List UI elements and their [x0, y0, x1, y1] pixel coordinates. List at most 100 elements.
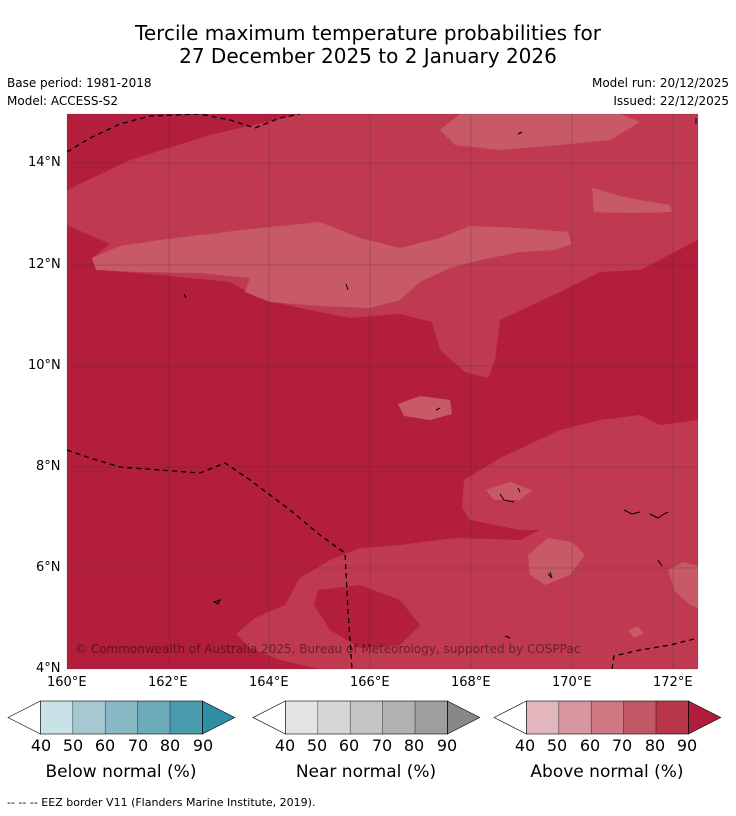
- colorbar-segment: [350, 701, 383, 734]
- cb1-tick: 90: [436, 736, 458, 755]
- cb1-tick: 70: [371, 736, 393, 755]
- cb0-tick: 80: [159, 736, 181, 755]
- colorbar-segment: [285, 701, 318, 734]
- cb2-tick: 80: [644, 736, 666, 755]
- lat-label-14n: 14°N: [28, 155, 61, 170]
- lon-label-170e: 170°E: [552, 675, 592, 690]
- cb2-tick: 50: [546, 736, 568, 755]
- island: [547, 571, 553, 579]
- colorbar-segment: [137, 701, 170, 734]
- cb1-tick: 60: [338, 736, 360, 755]
- colorbar-frame: [40, 700, 203, 735]
- title-line-1: Tercile maximum temperature probabilitie…: [135, 21, 601, 45]
- lon-label-168e: 168°E: [451, 675, 491, 690]
- island: [657, 559, 663, 567]
- colorbar-segment: [72, 701, 106, 734]
- lon-label-162e: 162°E: [148, 675, 188, 690]
- lat-label-4n: 4°N: [36, 661, 61, 676]
- lon-label-172e: 172°E: [653, 675, 693, 690]
- eez-border-south: [611, 637, 698, 669]
- colorbar-near-normal: [252, 700, 481, 735]
- eez-border-north: [67, 114, 301, 153]
- title-line-2: 27 December 2025 to 2 January 2026: [179, 44, 557, 68]
- model-run: Model run: 20/12/2025: [591, 76, 729, 90]
- copyright-text: © Commonwealth of Australia 2025, Bureau…: [75, 642, 580, 656]
- island: [517, 131, 523, 135]
- colorbar-segment: [526, 701, 559, 734]
- probability-blob-2: [92, 222, 572, 308]
- island: [499, 493, 515, 503]
- eez-footnote: -- -- -- EEZ border V11 (Flanders Marine…: [7, 796, 316, 809]
- island: [623, 509, 641, 515]
- colorbar-below-normal: [7, 700, 236, 735]
- cb0-tick: 60: [94, 736, 116, 755]
- colorbar-frame: [285, 700, 448, 735]
- lat-label-6n: 6°N: [36, 560, 61, 575]
- islands: [183, 118, 697, 639]
- colorbar-label-below: Below normal (%): [45, 762, 197, 782]
- island: [435, 407, 441, 411]
- colorbar-extend-high: [447, 700, 481, 735]
- island: [345, 283, 349, 291]
- colorbar-segment: [591, 701, 624, 734]
- eez-borders: [67, 114, 698, 669]
- probability-blob-5: [486, 482, 532, 500]
- map-frame: [66, 113, 699, 670]
- lat-label-12n: 12°N: [28, 257, 61, 272]
- cb1-tick: 50: [306, 736, 328, 755]
- cb0-tick: 70: [127, 736, 149, 755]
- colorbar-extend-low: [252, 700, 286, 735]
- cb0-tick: 50: [62, 736, 84, 755]
- colorbar-label-near: Near normal (%): [295, 762, 437, 782]
- lat-label-8n: 8°N: [36, 459, 61, 474]
- island: [212, 599, 221, 605]
- cb2-tick: 90: [676, 736, 698, 755]
- probability-blob-1: [440, 114, 640, 150]
- probability-blob-3: [592, 188, 672, 213]
- cb0-tick: 90: [192, 736, 214, 755]
- lon-label-160e: 160°E: [47, 675, 87, 690]
- lon-label-164e: 164°E: [249, 675, 289, 690]
- colorbar-frame: [526, 700, 689, 735]
- colorbar-segment: [317, 701, 351, 734]
- island: [504, 635, 511, 639]
- colorbar-segment: [623, 701, 656, 734]
- issued-date: Issued: 22/12/2025: [613, 94, 729, 108]
- cb0-tick: 40: [30, 736, 52, 755]
- lon-label-166e: 166°E: [350, 675, 390, 690]
- lat-label-10n: 10°N: [28, 358, 61, 373]
- base-period: Base period: 1981-2018: [7, 76, 152, 90]
- model-name: Model: ACCESS-S2: [7, 94, 119, 108]
- map-title: Tercile maximum temperature probabilitie…: [0, 22, 736, 68]
- map-plot-area: © Commonwealth of Australia 2025, Bureau…: [67, 114, 698, 669]
- colorbar-segment: [656, 701, 689, 734]
- cb1-tick: 80: [403, 736, 425, 755]
- colorbar-extend-high: [688, 700, 722, 735]
- colorbar-extend-low: [7, 700, 41, 735]
- colorbar-label-above: Above normal (%): [530, 762, 684, 782]
- probability-blob-8: [372, 286, 392, 302]
- probability-blob-6: [528, 538, 585, 585]
- island: [183, 293, 187, 299]
- probability-blob-4: [398, 396, 452, 420]
- colorbar-segment: [382, 701, 415, 734]
- island: [517, 487, 521, 493]
- map-gridlines: [67, 114, 698, 669]
- meta-left: Base period: 1981-2018 Model: ACCESS-S2: [7, 74, 152, 110]
- cb1-tick: 40: [274, 736, 296, 755]
- cb2-tick: 60: [579, 736, 601, 755]
- island: [649, 511, 669, 519]
- colorbar-extend-high: [202, 700, 236, 735]
- colorbar-segment: [105, 701, 138, 734]
- colorbar-segment: [558, 701, 592, 734]
- probability-blob-9: [628, 626, 644, 638]
- probability-pocket-south: [314, 585, 420, 648]
- colorbar-segment: [170, 701, 203, 734]
- colorbar-segment: [40, 701, 73, 734]
- colorbar-segment: [415, 701, 448, 734]
- cb2-tick: 40: [514, 736, 536, 755]
- cb2-tick: 70: [611, 736, 633, 755]
- meta-right: Model run: 20/12/2025 Issued: 22/12/2025: [592, 74, 729, 110]
- colorbar-above-normal: [493, 700, 722, 735]
